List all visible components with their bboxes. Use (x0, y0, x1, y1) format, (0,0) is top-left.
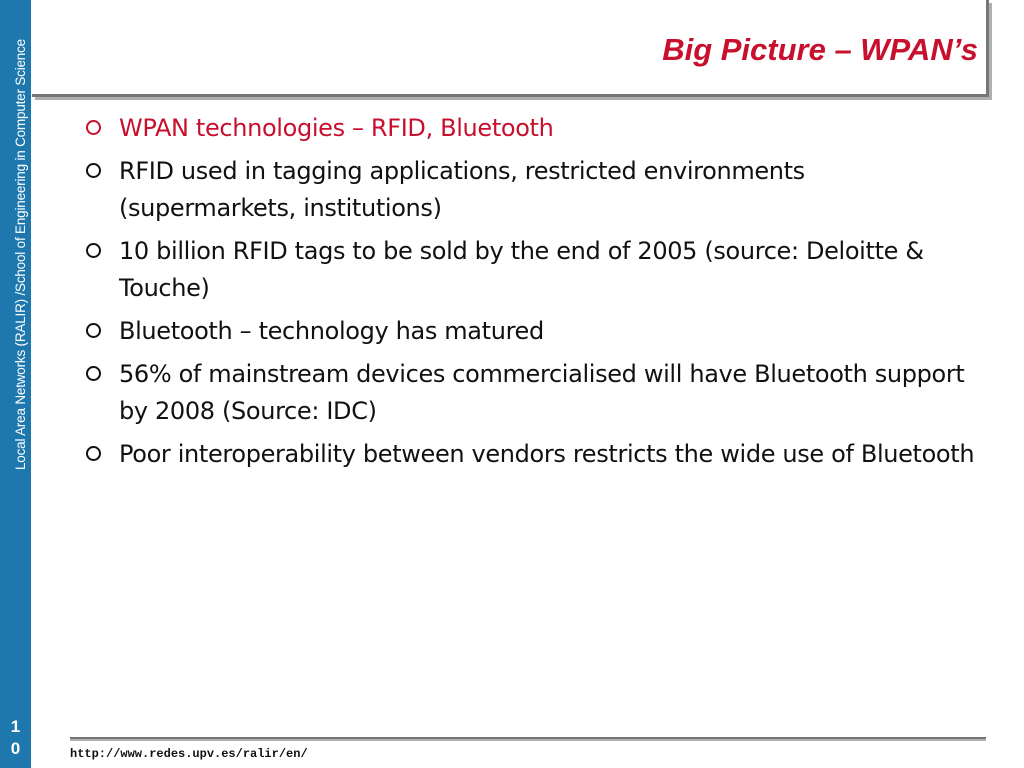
bullet-text: 56% of mainstream devices commercialised… (119, 360, 965, 425)
bullet-text: RFID used in tagging applications, restr… (119, 157, 805, 222)
bullet-list: WPAN technologies – RFID, Bluetooth RFID… (86, 110, 986, 479)
circle-bullet-icon (86, 243, 101, 258)
circle-bullet-icon (86, 323, 101, 338)
bullet-text: Bluetooth – technology has matured (119, 317, 544, 345)
page-number-digit: 0 (10, 739, 21, 758)
bullet-item: 10 billion RFID tags to be sold by the e… (86, 233, 986, 307)
title-frame: Big Picture – WPAN’s (32, 0, 989, 97)
page-number: 1 0 (0, 716, 31, 768)
footer-divider (70, 737, 986, 739)
sidebar-band: Local Area Networks (RALIR) /School of E… (0, 0, 31, 768)
bullet-text: 10 billion RFID tags to be sold by the e… (119, 237, 924, 302)
bullet-item: 56% of mainstream devices commercialised… (86, 356, 986, 430)
footer-url: http://www.redes.upv.es/ralir/en/ (70, 747, 308, 761)
bullet-text: Poor interoperability between vendors re… (119, 440, 975, 468)
circle-bullet-icon (86, 446, 101, 461)
bullet-item: RFID used in tagging applications, restr… (86, 153, 986, 227)
circle-bullet-icon (86, 120, 101, 135)
page-number-digit: 1 (10, 717, 21, 736)
circle-bullet-icon (86, 366, 101, 381)
bullet-item: Poor interoperability between vendors re… (86, 436, 986, 473)
bullet-text: WPAN technologies – RFID, Bluetooth (119, 114, 554, 142)
bullet-item: WPAN technologies – RFID, Bluetooth (86, 110, 986, 147)
slide-title: Big Picture – WPAN’s (662, 32, 978, 67)
circle-bullet-icon (86, 163, 101, 178)
bullet-item: Bluetooth – technology has matured (86, 313, 986, 350)
